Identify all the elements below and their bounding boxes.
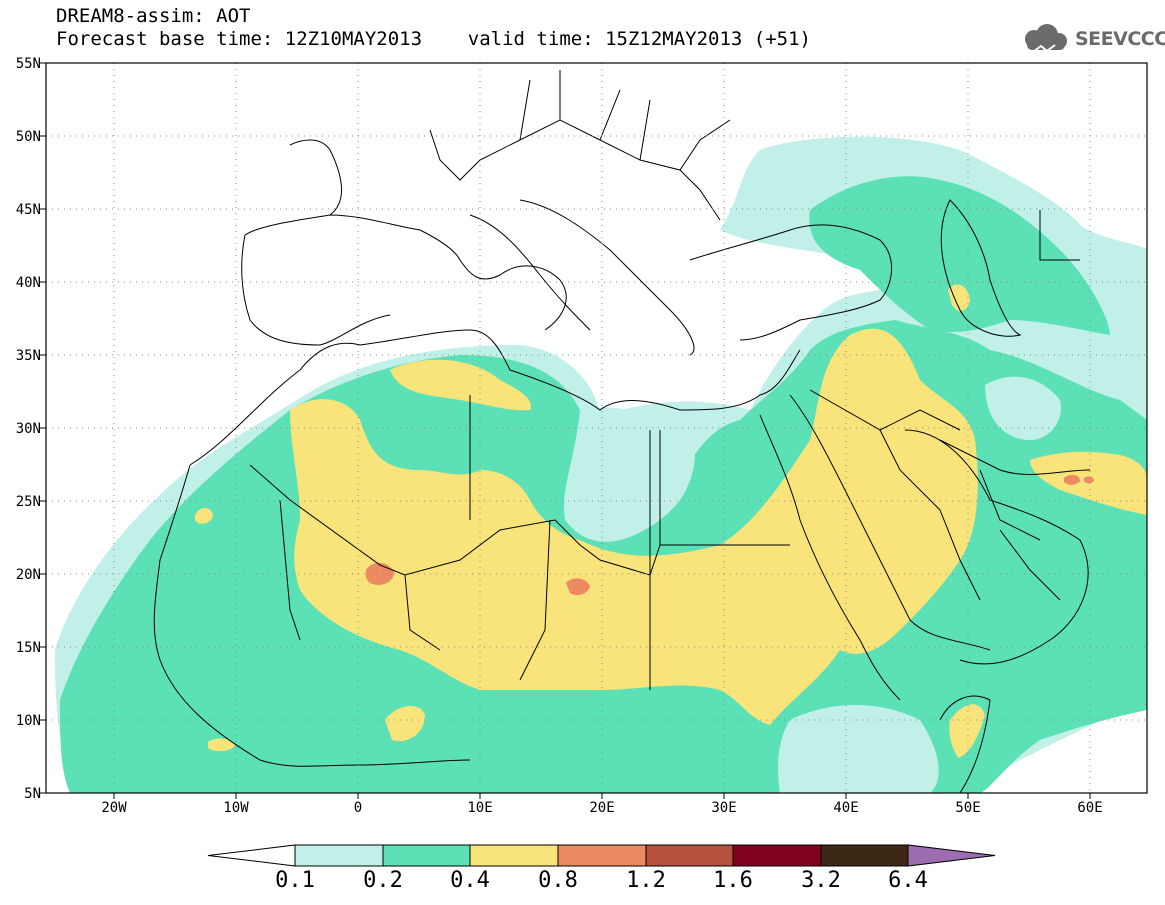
coastline-gulf	[939, 439, 1091, 475]
aot-0.1-hole-libya	[563, 407, 695, 542]
country-borders-middle-east	[809, 210, 1080, 601]
colorbar	[207, 844, 996, 867]
lon-label: 30E	[711, 800, 736, 816]
coastline-caspian	[940, 199, 1022, 337]
lon-label: 20E	[589, 800, 614, 816]
lon-label: 60E	[1077, 800, 1102, 816]
lon-label: 20W	[101, 800, 127, 816]
lat-label: 55N	[16, 56, 41, 72]
colorbar-label: 0.2	[363, 868, 403, 893]
aot-0.4-area-small3	[948, 284, 970, 312]
aot-0.4-area-gulf	[1030, 451, 1147, 515]
aot-0.4-area-small1	[385, 705, 425, 742]
colorbar-under-arrow	[207, 844, 296, 867]
lat-label: 45N	[16, 202, 41, 218]
aot-0.8-area-uae	[1064, 474, 1080, 485]
aot-0.8-area-chad	[566, 578, 590, 596]
colorbar-label: 1.2	[626, 868, 666, 893]
aot-0.4-area-sahara	[290, 328, 978, 725]
colorbar-swatch	[820, 844, 909, 867]
colorbar-over-arrow	[907, 844, 996, 867]
aot-0.1-hole-persia	[985, 376, 1061, 440]
lon-label: 10E	[467, 800, 492, 816]
map-title: DREAM8-assim: AOT	[56, 5, 251, 27]
coastlines	[153, 70, 1091, 793]
colorbar-label: 6.4	[888, 868, 928, 893]
colorbar-label: 0.1	[275, 868, 315, 893]
aot-0.8-area-uae2	[1084, 476, 1094, 484]
lon-label: 50E	[955, 800, 980, 816]
lat-label: 25N	[16, 494, 41, 510]
country-borders-sahara	[249, 395, 790, 690]
coastline-north-africa	[189, 329, 801, 466]
cloud-icon	[1025, 24, 1067, 53]
coastline-west-africa	[153, 464, 471, 767]
colorbar-swatch	[732, 844, 822, 867]
aot-0.4-area-north	[390, 359, 531, 411]
aot-0.4-area-small2	[208, 738, 235, 752]
aot-contours	[55, 136, 1147, 793]
aot-0.1-hole-ethiopia	[778, 705, 939, 793]
colorbar-swatch	[469, 844, 559, 867]
forecast-time-line: Forecast base time: 12Z10MAY2013 valid t…	[56, 28, 811, 50]
colorbar-swatch	[382, 844, 471, 867]
lon-label: 40E	[833, 800, 858, 816]
coastline-italy-balkans	[469, 199, 695, 356]
lat-label: 5N	[24, 786, 41, 802]
coastline-iberia-france	[241, 139, 567, 346]
seevccc-logo	[1025, 24, 1067, 53]
logo-text: SEEVCCC	[1075, 28, 1165, 50]
lon-label: 10W	[223, 800, 249, 816]
coastline-red-sea	[759, 394, 991, 701]
lat-label: 20N	[16, 567, 41, 583]
lat-label: 35N	[16, 348, 41, 364]
longitude-labels: 20W 10W 0 10E 20E 30E 40E 50E 60E	[101, 800, 1102, 816]
colorbar-swatch	[294, 844, 384, 867]
colorbar-label: 3.2	[801, 868, 841, 893]
lat-label: 30N	[16, 421, 41, 437]
lat-label: 40N	[16, 275, 41, 291]
lat-label: 15N	[16, 640, 41, 656]
colorbar-label: 0.8	[538, 868, 578, 893]
coastline-arabia	[904, 429, 1089, 793]
colorbar-swatch	[557, 844, 647, 867]
colorbar-label: 0.4	[450, 868, 490, 893]
coastline-turkey-levant	[689, 224, 893, 341]
colorbar-swatch	[645, 844, 734, 867]
aot-0.4-area-somalia	[949, 704, 985, 758]
country-borders-europe	[429, 70, 731, 221]
aot-0.4-area-wsahara	[195, 507, 213, 524]
lat-label: 10N	[16, 713, 41, 729]
colorbar-label: 1.6	[713, 868, 753, 893]
aot-0.2-area-caspian	[809, 176, 1110, 335]
axis-ticks	[40, 62, 1091, 799]
latitude-labels: 55N 50N 45N 40N 35N 30N 25N 20N 15N 10N …	[16, 56, 41, 802]
lon-label: 0	[354, 800, 362, 816]
lat-label: 50N	[16, 129, 41, 145]
